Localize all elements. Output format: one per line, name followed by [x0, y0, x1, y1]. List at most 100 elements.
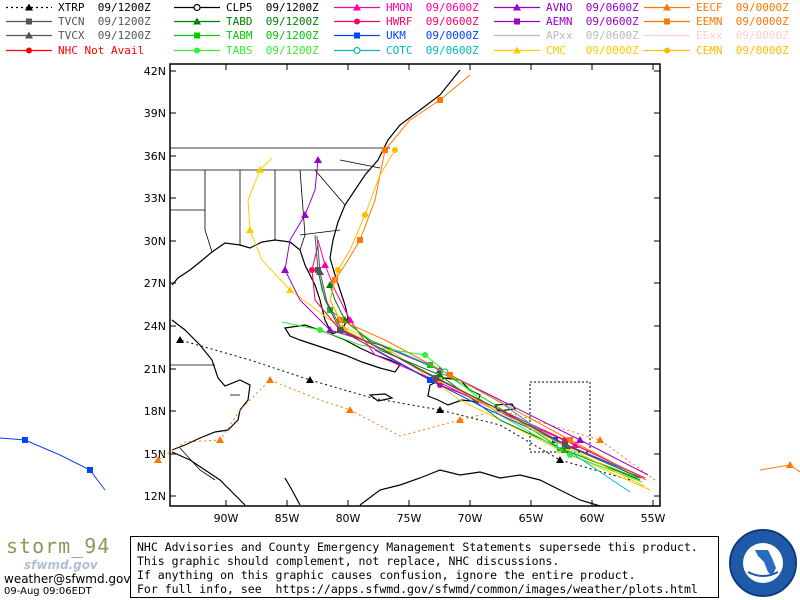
model-track: [329, 147, 645, 487]
track-point: [326, 326, 334, 333]
disclaimer-box: NHC Advisories and County Emergency Mana…: [130, 536, 719, 598]
legend-swatch: [494, 35, 540, 37]
track-point: [306, 376, 314, 383]
track-point: [437, 97, 443, 103]
legend-swatch: [334, 3, 380, 11]
track-point: [786, 461, 794, 468]
legend-item: EECF 09/0000Z: [640, 1, 798, 14]
model-track: [281, 321, 643, 483]
lon-label: 85W: [275, 512, 300, 525]
lat-label: 30N: [144, 235, 166, 248]
legend-label: XTRP 09/1200Z: [58, 1, 151, 14]
track-point: [176, 336, 184, 343]
track-point: [301, 211, 309, 218]
track-line: [314, 234, 641, 479]
model-legend: XTRP 09/1200Z TVCN 09/1200Z TVCX 09/1200Z N…: [0, 0, 800, 58]
legend-item: TABS 09/1200Z: [170, 44, 328, 57]
legend-swatch: [644, 18, 690, 25]
lon-label: 65W: [519, 512, 544, 525]
model-track: [759, 461, 800, 473]
track-line: [0, 437, 106, 491]
lon-label: 70W: [458, 512, 483, 525]
legend-label: TABS 09/1200Z: [226, 43, 319, 57]
brand-datetime: 09-Aug 09:06EDT: [4, 586, 92, 597]
legend-swatch: [334, 32, 380, 39]
track-point: [326, 281, 334, 288]
legend-item: XTRP 09/1200Z: [2, 1, 160, 14]
track-point: [281, 266, 289, 273]
legend-label: TVCX 09/1200Z: [58, 29, 151, 43]
legend-swatch: [174, 17, 220, 25]
legend-item: AVNO 09/0600Z: [490, 1, 648, 14]
lat-label: 18N: [144, 405, 166, 418]
legend-item: TABD 09/1200Z: [170, 15, 328, 28]
coastlines: [171, 69, 601, 507]
disclaimer-line: NHC Advisories and County Emergency Mana…: [137, 540, 698, 554]
borders: [170, 147, 390, 481]
track-point: [382, 147, 388, 153]
legend-label: CLP5 09/1200Z: [226, 1, 319, 14]
model-track: [246, 157, 651, 491]
legend-label: HWRF 09/0600Z: [386, 15, 479, 29]
brand-block: storm_94 sfwmd.gov weather@sfwmd.gov 09-…: [2, 530, 132, 600]
model-track: [176, 336, 631, 481]
model-track: [0, 437, 106, 491]
legend-item: CEMN 09/0000Z: [640, 44, 798, 57]
legend-swatch: [644, 35, 690, 37]
legend-label: CMC 09/0000Z: [546, 43, 639, 57]
track-point: [335, 267, 341, 273]
legend-label: EECF 09/0000Z: [696, 1, 789, 14]
legend-item: TABM 09/1200Z: [170, 29, 328, 42]
track-line: [311, 244, 641, 477]
track-point: [596, 436, 604, 443]
track-point: [321, 261, 329, 268]
lat-label: 24N: [144, 320, 166, 333]
legend-label: TABM 09/1200Z: [226, 29, 319, 43]
track-point: [316, 268, 324, 275]
axis-ticks: 42N 39N 36N 33N 30N 27N 24N 21N 18N 15N 12N 90W 85W 8…: [144, 64, 666, 525]
legend-item: EExx 09/0000Z: [640, 29, 798, 42]
brand-email-link[interactable]: weather@sfwmd.gov: [4, 572, 131, 586]
track-point: [346, 406, 354, 413]
legend-swatch: [6, 31, 52, 39]
model-track: [281, 156, 649, 476]
track-line: [329, 284, 641, 481]
track-point: [436, 406, 444, 413]
legend-label: EExx 09/0000Z: [696, 29, 789, 43]
legend-label: COTC 09/0600Z: [386, 43, 479, 57]
legend-swatch: [494, 18, 540, 25]
track-point: [357, 237, 363, 243]
track-point: [216, 436, 224, 443]
legend-swatch: [644, 3, 690, 11]
track-point: [317, 327, 323, 333]
track-point: [556, 456, 564, 463]
track-point: [422, 352, 428, 358]
model-track: [154, 376, 656, 481]
legend-item: CLP5 09/1200Z: [170, 1, 328, 14]
legend-item: AEMN 09/0600Z: [490, 15, 648, 28]
track-point: [22, 437, 28, 443]
track-point: [433, 374, 441, 381]
sfwmd-seal-logo: [729, 529, 797, 597]
legend-swatch: [6, 18, 52, 25]
track-line: [329, 74, 647, 481]
lat-label: 33N: [144, 192, 166, 205]
model-track: [314, 234, 641, 479]
track-line: [316, 235, 642, 479]
track-point: [154, 456, 162, 463]
track-point: [362, 212, 368, 218]
legend-label: UKM 09/0000Z: [386, 29, 479, 43]
legend-swatch: [494, 3, 540, 11]
legend-label: TVCN 09/1200Z: [58, 15, 151, 29]
track-point: [87, 467, 93, 473]
disclaimer-link[interactable]: For full info, see https://apps.sfwmd.go…: [137, 582, 698, 596]
lon-label: 90W: [214, 512, 239, 525]
track-point: [567, 452, 573, 458]
legend-item: COTC 09/0600Z: [330, 44, 488, 57]
legend-label: EEMN 09/0000Z: [696, 15, 789, 29]
track-point: [427, 377, 433, 383]
track-point: [563, 442, 571, 449]
disclaimer-line: This graphic should complement, not repl…: [137, 554, 560, 568]
legend-label: APxx 09/0600Z: [546, 29, 639, 43]
legend-item: CMC 09/0000Z: [490, 44, 648, 57]
